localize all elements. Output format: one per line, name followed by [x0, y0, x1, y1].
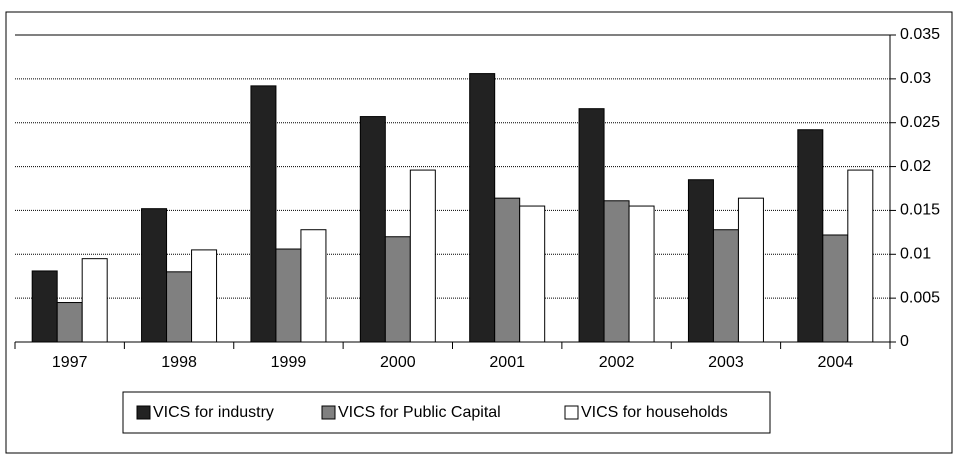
- bar: [469, 73, 496, 343]
- bar: [409, 169, 436, 343]
- x-tick-label: 1999: [271, 354, 307, 371]
- y-tick-label: 0.015: [900, 202, 940, 219]
- bar: [191, 249, 218, 343]
- bar: [81, 258, 108, 343]
- bar: [494, 197, 521, 343]
- bar: [166, 271, 193, 343]
- bar: [603, 200, 630, 343]
- legend-swatch: [321, 405, 336, 420]
- legend-swatch: [136, 405, 151, 420]
- bar: [687, 179, 714, 343]
- x-tick-label: 2004: [818, 354, 854, 371]
- bar: [578, 108, 605, 343]
- y-tick-label: 0.035: [900, 26, 940, 43]
- bar: [300, 229, 327, 343]
- bar: [519, 205, 546, 343]
- bar: [56, 302, 83, 343]
- legend-label: VICS for industry: [153, 404, 274, 421]
- bar: [384, 236, 411, 343]
- bar: [250, 85, 277, 343]
- legend-label: VICS for households: [581, 404, 728, 421]
- x-tick-label: 2000: [380, 354, 416, 371]
- y-tick-label: 0.02: [900, 158, 931, 175]
- bar: [275, 248, 302, 343]
- bar: [628, 205, 655, 343]
- x-tick-label: 1997: [52, 354, 88, 371]
- bar: [822, 234, 849, 343]
- bar: [737, 197, 764, 343]
- bar: [847, 169, 874, 343]
- x-tick-label: 2002: [599, 354, 635, 371]
- y-tick-label: 0.005: [900, 289, 940, 306]
- bar: [359, 116, 386, 343]
- legend-label: VICS for Public Capital: [338, 404, 501, 421]
- x-tick-label: 1998: [161, 354, 197, 371]
- bar: [141, 208, 168, 343]
- bar: [712, 229, 739, 343]
- x-tick-label: 2001: [489, 354, 525, 371]
- x-tick-label: 2003: [708, 354, 744, 371]
- y-tick-label: 0: [900, 333, 909, 350]
- y-tick-label: 0.01: [900, 246, 931, 263]
- bar: [31, 270, 58, 343]
- y-tick-label: 0.025: [900, 114, 940, 131]
- legend-box: [122, 391, 771, 434]
- chart-border: [5, 11, 953, 454]
- y-tick-label: 0.03: [900, 70, 931, 87]
- bar: [797, 129, 824, 343]
- legend-swatch: [564, 405, 579, 420]
